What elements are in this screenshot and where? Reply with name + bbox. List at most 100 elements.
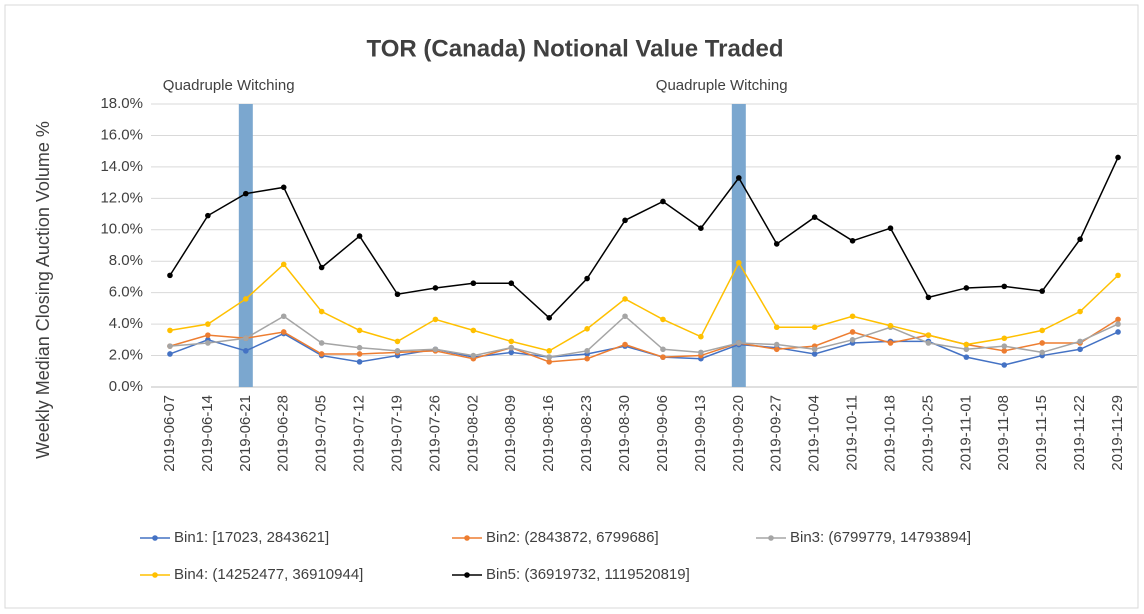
data-point (584, 355, 590, 362)
data-point (243, 335, 249, 342)
legend-label: Bin1: [17023, 2843621] (174, 529, 329, 546)
x-tick-label: 2019-07-19 (388, 395, 405, 472)
series-line (169, 315, 1119, 358)
data-point (925, 294, 932, 301)
y-tick-label: 14.0% (100, 158, 143, 175)
data-point (546, 354, 552, 360)
data-point (622, 217, 628, 224)
legend-label: Bin5: (36919732, 1119520819] (486, 566, 690, 583)
data-point (546, 359, 552, 365)
data-point (622, 341, 628, 348)
legend-marker (464, 572, 470, 578)
y-tick-label: 16.0% (100, 126, 143, 143)
data-point (925, 340, 932, 346)
y-tick-label: 18.0% (100, 95, 143, 112)
x-tick-label: 2019-06-21 (237, 395, 254, 472)
series-line (169, 261, 1119, 352)
data-point (243, 348, 249, 354)
data-point (508, 338, 515, 345)
x-tick-label: 2019-08-16 (540, 395, 557, 472)
data-point (849, 237, 856, 244)
y-axis-title: Weekly Median Closing Auction Volume % (33, 121, 53, 459)
data-point (243, 190, 249, 197)
data-point (432, 346, 439, 353)
data-point (1077, 308, 1083, 315)
data-point (1039, 349, 1045, 356)
data-point (963, 354, 970, 360)
data-point (394, 291, 401, 298)
legend-marker (464, 535, 470, 541)
data-point (849, 329, 856, 335)
legend-label: Bin3: (6799779, 14793894] (790, 529, 971, 546)
chart-title: TOR (Canada) Notional Value Traded (367, 35, 784, 62)
annotation: Quadruple Witching (656, 77, 788, 94)
data-point (167, 351, 173, 357)
data-point (660, 316, 666, 323)
data-point (736, 175, 742, 181)
data-point (887, 322, 894, 329)
data-point (773, 241, 780, 247)
data-point (925, 332, 932, 338)
x-tick-label: 2019-10-04 (806, 395, 823, 472)
y-tick-label: 8.0% (109, 252, 143, 269)
data-point (205, 340, 211, 346)
data-point (622, 313, 628, 320)
data-point (318, 308, 325, 315)
legend-label: Bin4: (14252477, 36910944] (174, 566, 363, 583)
x-tick-label: 2019-10-18 (881, 395, 898, 472)
data-point (698, 333, 704, 340)
data-point (280, 261, 287, 268)
x-tick-label: 2019-09-06 (654, 395, 671, 472)
legend-marker (768, 535, 774, 541)
data-point (811, 351, 818, 357)
x-tick-label: 2019-06-07 (161, 395, 178, 472)
data-point (318, 340, 325, 346)
legend-marker (152, 535, 158, 541)
data-point (318, 264, 325, 271)
x-tick-label: 2019-07-26 (426, 395, 443, 472)
data-point (736, 340, 742, 346)
x-tick-label: 2019-11-08 (995, 395, 1012, 471)
data-point (660, 198, 666, 205)
x-tick-label: 2019-11-15 (1033, 395, 1050, 471)
data-point (1077, 338, 1083, 345)
data-point (1077, 236, 1083, 243)
data-point (1001, 335, 1008, 342)
data-point (773, 341, 780, 348)
data-point (205, 321, 211, 327)
x-tick-label: 2019-07-05 (313, 395, 330, 472)
annotation: Quadruple Witching (163, 77, 295, 94)
data-point (546, 348, 552, 354)
highlight-band (238, 104, 253, 387)
data-point (584, 348, 590, 354)
data-point (243, 296, 249, 302)
x-tick-label: 2019-08-23 (578, 395, 595, 472)
data-point (698, 225, 704, 232)
data-point (280, 184, 287, 191)
data-point (811, 346, 818, 353)
x-tick-label: 2019-07-12 (351, 395, 368, 472)
data-point (508, 280, 515, 287)
x-tick-label: 2019-11-22 (1071, 395, 1088, 471)
data-point (432, 316, 439, 323)
data-point (963, 341, 970, 348)
data-point (660, 346, 666, 353)
x-tick-label: 2019-11-29 (1109, 395, 1126, 471)
data-point (318, 351, 325, 357)
x-tick-label: 2019-08-02 (464, 395, 481, 472)
data-point (1077, 346, 1083, 353)
x-tick-label: 2019-06-28 (275, 395, 292, 472)
data-point (811, 324, 818, 331)
y-tick-label: 0.0% (109, 378, 143, 395)
data-point (394, 348, 401, 354)
data-point (432, 285, 439, 291)
data-point (1001, 362, 1008, 368)
data-point (546, 315, 552, 321)
data-point (584, 326, 590, 332)
data-point (963, 346, 970, 353)
x-tick-label: 2019-10-25 (919, 395, 936, 472)
data-point (698, 349, 704, 356)
x-tick-label: 2019-09-27 (768, 395, 785, 472)
data-point (1001, 283, 1008, 290)
